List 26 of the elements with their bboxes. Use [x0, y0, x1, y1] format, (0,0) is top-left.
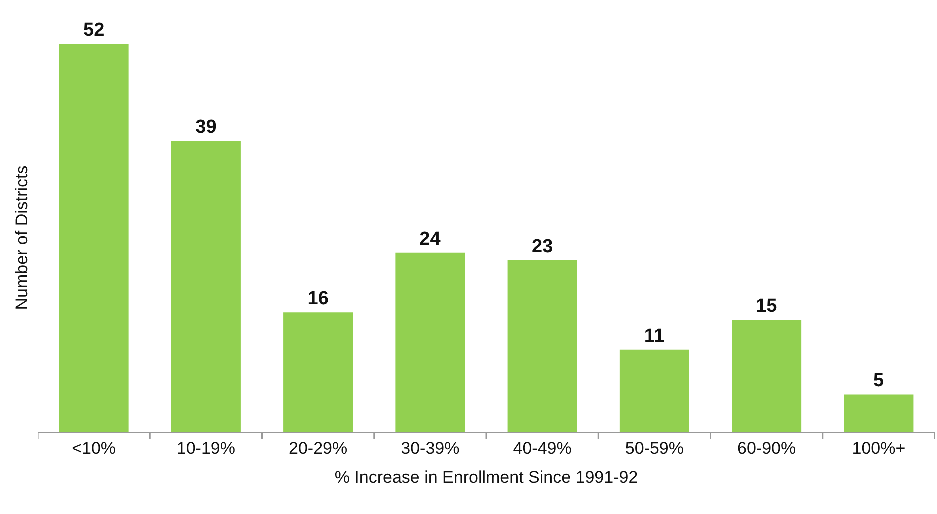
bar — [732, 320, 802, 432]
x-tick-label: 40-49% — [513, 438, 572, 458]
data-label: 23 — [532, 236, 554, 258]
data-label: 16 — [308, 288, 329, 310]
bar — [59, 44, 129, 432]
y-axis-title: Number of Districts — [12, 166, 32, 310]
data-label: 24 — [420, 228, 442, 250]
x-axis-title: % Increase in Enrollment Since 1991-92 — [334, 468, 638, 488]
x-tick-label: 20-29% — [289, 438, 348, 458]
x-tick-label: 10-19% — [176, 438, 236, 458]
bar — [620, 350, 690, 432]
x-tick-label: 60-90% — [738, 438, 796, 458]
x-tick-label: 100%+ — [852, 438, 906, 458]
data-label: 39 — [196, 117, 217, 138]
bar — [284, 312, 354, 432]
bar — [508, 260, 578, 432]
x-tick-label: <10% — [72, 438, 116, 458]
x-tick-label: 30-39% — [401, 438, 460, 458]
x-tick-label: 50-59% — [625, 438, 684, 458]
bar — [844, 394, 914, 432]
bar — [396, 252, 466, 432]
data-label: 11 — [644, 326, 665, 347]
data-label: 15 — [756, 296, 778, 318]
data-label: 5 — [873, 370, 884, 392]
bar — [171, 141, 241, 432]
data-label: 52 — [83, 20, 105, 41]
